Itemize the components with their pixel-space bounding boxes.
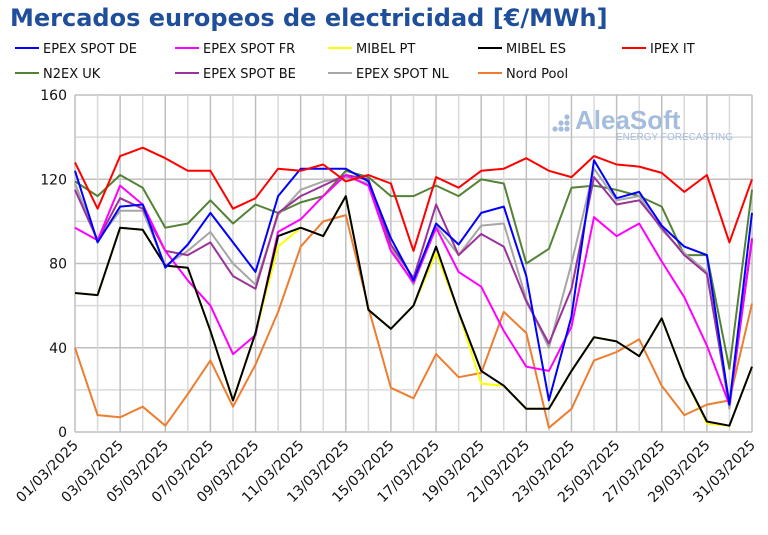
watermark-dot: [552, 126, 558, 132]
legend-label: N2EX UK: [43, 67, 101, 82]
series-line-mibel-es: [74, 195, 753, 427]
series-line-epex-spot-fr: [74, 174, 753, 406]
series-line-nord-pool: [74, 214, 753, 429]
legend-label: Nord Pool: [506, 67, 568, 82]
y-tick-label: 80: [49, 257, 67, 273]
legend-label: IPEX IT: [650, 42, 695, 57]
y-tick-label: 40: [49, 341, 67, 357]
chart-title: Mercados europeos de electricidad [€/MWh…: [10, 4, 608, 32]
legend-label: EPEX SPOT BE: [203, 67, 296, 82]
legend-label: EPEX SPOT FR: [203, 42, 295, 57]
watermark-dot: [558, 126, 564, 132]
legend-label: EPEX SPOT DE: [43, 42, 137, 57]
legend-label: MIBEL PT: [356, 42, 415, 57]
series-line-epex-spot-de: [74, 159, 753, 406]
watermark-dot: [564, 114, 570, 120]
y-tick-label: 160: [40, 88, 67, 104]
legend-label: MIBEL ES: [506, 42, 566, 57]
watermark-dot: [564, 120, 570, 126]
y-tick-label: 0: [58, 425, 67, 441]
legend-label: EPEX SPOT NL: [356, 67, 449, 82]
series-line-ipex-it: [74, 146, 753, 252]
watermark-brand: AleaSoft: [575, 105, 681, 135]
watermark-tagline: ENERGY FORECASTING: [616, 132, 733, 143]
y-tick-label: 120: [40, 172, 67, 188]
series-line-epex-spot-nl: [74, 167, 753, 410]
watermark-dot: [558, 120, 564, 126]
watermark-dot: [564, 126, 570, 132]
